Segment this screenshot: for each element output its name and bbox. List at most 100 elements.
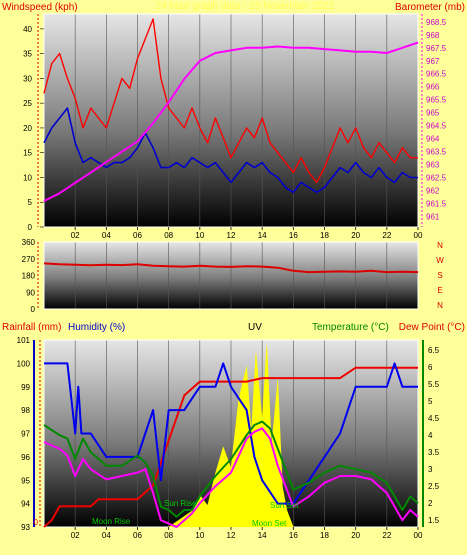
temperature-tick-label: 2: [428, 499, 433, 508]
wind-direction-line: [43, 262, 419, 274]
compass-label: S: [437, 271, 442, 280]
x-tick-label: 02: [71, 231, 80, 240]
rainfall-axis-label: Rainfall (mm): [2, 322, 61, 333]
compass-label: E: [437, 286, 442, 295]
humidity-tick-label: 100: [17, 359, 31, 368]
x-tick-label: 00: [414, 531, 423, 540]
windspeed-tick-label: 40: [23, 25, 32, 34]
x-tick-label: 02: [71, 531, 80, 540]
windspeed-tick-label: 25: [23, 99, 32, 108]
x-tick-label: 14: [258, 231, 267, 240]
windspeed-tick-label: 35: [23, 50, 32, 59]
windspeed-tick-label: 15: [23, 149, 32, 158]
compass-label: N: [437, 241, 443, 250]
x-tick-label: 04: [102, 531, 111, 540]
uv-axis-label: UV: [248, 322, 262, 333]
rain-tick-label: 0: [34, 518, 39, 527]
x-tick-label: 22: [382, 231, 391, 240]
barometer-tick-label: 966.5: [426, 70, 447, 79]
dewpoint-line: [43, 427, 419, 528]
sun-rise-annotation: Sun Rise: [164, 499, 197, 508]
temperature-tick-label: 5: [428, 397, 433, 406]
x-tick-label: 12: [227, 231, 236, 240]
direction-tick-label: 360: [22, 238, 36, 247]
moon-rise-annotation: Moon Rise: [92, 517, 131, 526]
windspeed-tick-label: 30: [23, 74, 32, 83]
windspeed-tick-label: 5: [28, 198, 33, 207]
temperature-tick-label: 5.5: [428, 380, 440, 389]
barometer-tick-label: 965: [426, 109, 440, 118]
windspeed-tick-label: 10: [23, 173, 32, 182]
windspeed-axis-label: Windspeed (kph): [2, 2, 78, 13]
barometer-tick-label: 964: [426, 135, 440, 144]
barometer-tick-label: 967: [426, 57, 440, 66]
dewpoint-axis-label: Dew Point (°C): [399, 322, 465, 333]
x-tick-label: 16: [289, 231, 298, 240]
x-tick-label: 08: [164, 531, 173, 540]
humidity-tick-label: 98: [21, 406, 30, 415]
barometer-tick-label: 963.5: [426, 148, 447, 157]
barometer-tick-label: 963: [426, 161, 440, 170]
x-tick-label: 12: [227, 531, 236, 540]
barometer-tick-label: 964.5: [426, 122, 447, 131]
barometer-tick-label: 961: [426, 213, 440, 222]
x-tick-label: 00: [414, 231, 423, 240]
temperature-tick-label: 3: [428, 465, 433, 474]
x-tick-label: 08: [164, 231, 173, 240]
temperature-tick-label: 3.5: [428, 448, 440, 457]
temperature-tick-label: 4: [428, 431, 433, 440]
humidity-tick-label: 93: [21, 523, 30, 532]
humidity-tick-label: 96: [21, 453, 30, 462]
direction-tick-label: 0: [31, 305, 36, 314]
humidity-tick-label: 95: [21, 476, 30, 485]
barometer-tick-label: 968: [426, 31, 440, 40]
x-tick-label: 16: [289, 531, 298, 540]
humidity-line: [44, 362, 418, 505]
barometer-tick-label: 962: [426, 187, 440, 196]
sun-set-annotation: Sun Set: [270, 501, 299, 510]
barometer-tick-label: 965.5: [426, 96, 447, 105]
x-tick-label: 20: [351, 531, 360, 540]
x-tick-label: 18: [320, 531, 329, 540]
wind-gust-line: [43, 18, 418, 184]
barometer-tick-label: 966: [426, 83, 440, 92]
temperature-tick-label: 2.5: [428, 482, 440, 491]
barometer-tick-label: 968.5: [426, 18, 447, 27]
barometer-tick-label: 967.5: [426, 44, 447, 53]
x-tick-label: 20: [351, 231, 360, 240]
temperature-line: [43, 420, 419, 518]
temperature-tick-label: 6.5: [428, 346, 440, 355]
compass-label: N: [437, 301, 443, 310]
x-tick-label: 22: [382, 531, 391, 540]
x-tick-label: 06: [133, 231, 142, 240]
temperature-tick-label: 6: [428, 363, 433, 372]
direction-panel-frame: [43, 241, 419, 310]
humidity-tick-label: 99: [21, 383, 30, 392]
moon-set-annotation: Moon Set: [252, 519, 287, 528]
barometer-tick-label: 961.5: [426, 200, 447, 209]
x-tick-label: 18: [320, 231, 329, 240]
direction-tick-label: 270: [22, 255, 36, 264]
humidity-axis-label: Humidity (%): [68, 322, 125, 333]
barometer-axis-label: Barometer (mb): [395, 2, 465, 13]
x-tick-label: 14: [258, 531, 267, 540]
temperature-tick-label: 4.5: [428, 414, 440, 423]
humidity-tick-label: 101: [17, 336, 31, 345]
rainfall-line: [43, 366, 418, 528]
x-tick-label: 10: [195, 531, 204, 540]
chart-title: 24 hour graph data - 15 November 2022: [156, 1, 335, 12]
direction-tick-label: 180: [22, 272, 36, 281]
temperature-tick-label: 1.5: [428, 516, 440, 525]
windspeed-tick-label: 0: [28, 223, 33, 232]
x-tick-label: 06: [133, 531, 142, 540]
compass-label: W: [436, 256, 444, 265]
temperature-axis-label: Temperature (°C): [312, 322, 389, 333]
windspeed-tick-label: 20: [23, 124, 32, 133]
humidity-tick-label: 94: [21, 500, 30, 509]
x-tick-label: 10: [195, 231, 204, 240]
barometer-line: [43, 41, 419, 202]
humidity-tick-label: 97: [21, 430, 30, 439]
barometer-tick-label: 962.5: [426, 174, 447, 183]
wind-speed-line: [43, 107, 418, 194]
